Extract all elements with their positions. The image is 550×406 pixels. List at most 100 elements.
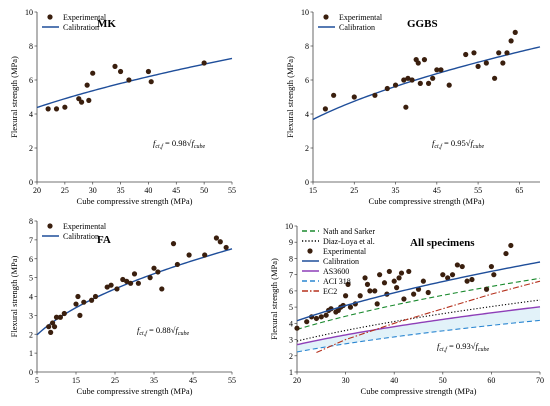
- experimental-point: [112, 63, 118, 69]
- experimental-point: [504, 50, 510, 56]
- experimental-point: [364, 281, 371, 287]
- experimental-point: [81, 299, 87, 305]
- x-tick-label: 25: [350, 186, 358, 195]
- y-tick-label: 0: [29, 368, 33, 377]
- experimental-point: [78, 99, 85, 105]
- y-tick-label: 4: [305, 110, 309, 119]
- experimental-point: [406, 268, 412, 275]
- experimental-point: [392, 82, 399, 88]
- y-tick-label: 0: [305, 178, 309, 187]
- experimental-point: [512, 29, 518, 35]
- panel-title: FA: [97, 234, 111, 246]
- x-tick-label: 60: [487, 376, 495, 385]
- experimental-point: [459, 263, 465, 270]
- x-tick-label: 55: [474, 186, 482, 195]
- experimental-point: [409, 77, 415, 83]
- experimental-point: [464, 278, 470, 284]
- diaz-loya-et-al-line: [296, 299, 541, 342]
- experimental-point: [318, 314, 324, 320]
- experimental-point: [469, 276, 475, 283]
- experimental-point: [492, 75, 498, 81]
- experimental-point: [394, 285, 400, 291]
- experimental-point: [347, 304, 354, 310]
- experimental-point: [322, 106, 328, 112]
- legend-label: Calibration: [323, 257, 359, 266]
- experimental-point: [73, 301, 79, 307]
- y-tick-label: 1: [29, 349, 33, 358]
- calibration-line: [36, 57, 233, 109]
- panel-mk: 20 25 30 35 40 45 50 55 0 2 4 6 8 10 Cube compressive …: [9, 8, 236, 206]
- y-tick-label: 6: [289, 287, 293, 296]
- experimental-point: [403, 104, 409, 110]
- experimental-point: [61, 310, 67, 317]
- experimental-point: [128, 280, 134, 286]
- experimental-point: [131, 271, 138, 277]
- experimental-point: [343, 293, 349, 299]
- experimental-point: [425, 80, 432, 86]
- nath-and-sarker-line: [296, 277, 541, 330]
- experimental-point: [449, 272, 456, 278]
- y-tick-label: 4: [289, 319, 293, 328]
- experimental-point: [500, 60, 506, 66]
- y-tick-label: 4: [29, 293, 33, 302]
- legend-label: Experimental: [339, 13, 383, 22]
- x-tick-label: 45: [172, 186, 180, 195]
- y-tick-label: 8: [29, 42, 33, 51]
- formula-label: fct,f = 0.95√fcube: [432, 138, 485, 150]
- experimental-point: [89, 297, 95, 303]
- y-tick-label: 2: [29, 144, 33, 153]
- formula-label: fct,f = 0.98√fcube: [153, 138, 206, 150]
- experimental-point: [92, 293, 99, 300]
- x-tick-label: 35: [117, 186, 125, 195]
- x-tick-label: 55: [228, 376, 236, 385]
- legend-label: Calibration: [63, 23, 99, 32]
- x-tick-label: 30: [342, 376, 350, 385]
- experimental-point: [483, 286, 490, 292]
- experimental-point: [331, 92, 337, 98]
- x-tick-label: 50: [439, 376, 447, 385]
- experimental-point: [46, 324, 52, 330]
- experimental-point: [362, 275, 368, 281]
- x-tick-label: 55: [228, 186, 236, 195]
- legend-marker-experimental: [47, 223, 53, 229]
- legend-marker-experimental: [47, 14, 53, 20]
- experimental-point: [57, 314, 64, 320]
- x-tick-label: 5: [35, 376, 39, 385]
- experimental-point: [445, 275, 451, 281]
- legend-label: Experimental: [63, 222, 107, 231]
- experimental-point: [223, 244, 229, 251]
- experimental-point: [508, 38, 514, 44]
- experimental-point: [104, 284, 110, 290]
- y-axis-label: Flexural strength (MPa): [285, 56, 295, 138]
- experimental-point: [491, 272, 497, 278]
- experimental-point: [313, 315, 320, 322]
- experimental-point: [135, 280, 141, 286]
- formula-label: fct,f = 0.88√fcube: [137, 325, 190, 337]
- y-axis-label: Flexural strength (MPa): [9, 255, 19, 337]
- experimental-point: [396, 275, 402, 281]
- experimental-point: [488, 263, 494, 270]
- experimental-point: [401, 77, 407, 83]
- experimental-point: [108, 282, 114, 288]
- calibration-line: [36, 248, 233, 336]
- experimental-point: [374, 301, 380, 307]
- experimental-point: [145, 68, 152, 75]
- experimental-point: [377, 272, 383, 278]
- experimental-point: [155, 269, 161, 275]
- experimental-point: [425, 289, 431, 296]
- experimental-point: [170, 241, 177, 247]
- legend-label: Nath and Sarker: [323, 227, 375, 236]
- legend-marker-experimental: [307, 248, 313, 254]
- x-axis-label: Cube compressive strength (MPa): [369, 196, 485, 206]
- panel-title: GGBS: [407, 18, 438, 30]
- panel-title: All specimens: [410, 237, 475, 249]
- panel-ggbs: 15 25 35 45 55 65 0 2 4 6 8 10 Cube compressive stre…: [285, 8, 541, 206]
- experimental-point: [401, 296, 407, 302]
- x-axis-label: Cube compressive strength (MPa): [77, 386, 193, 396]
- as3600-line: [296, 306, 541, 346]
- x-tick-label: 15: [309, 186, 317, 195]
- experimental-point: [120, 276, 126, 283]
- y-tick-label: 7: [289, 271, 293, 280]
- x-tick-label: 20: [293, 376, 301, 385]
- legend-label: Calibration: [339, 23, 375, 32]
